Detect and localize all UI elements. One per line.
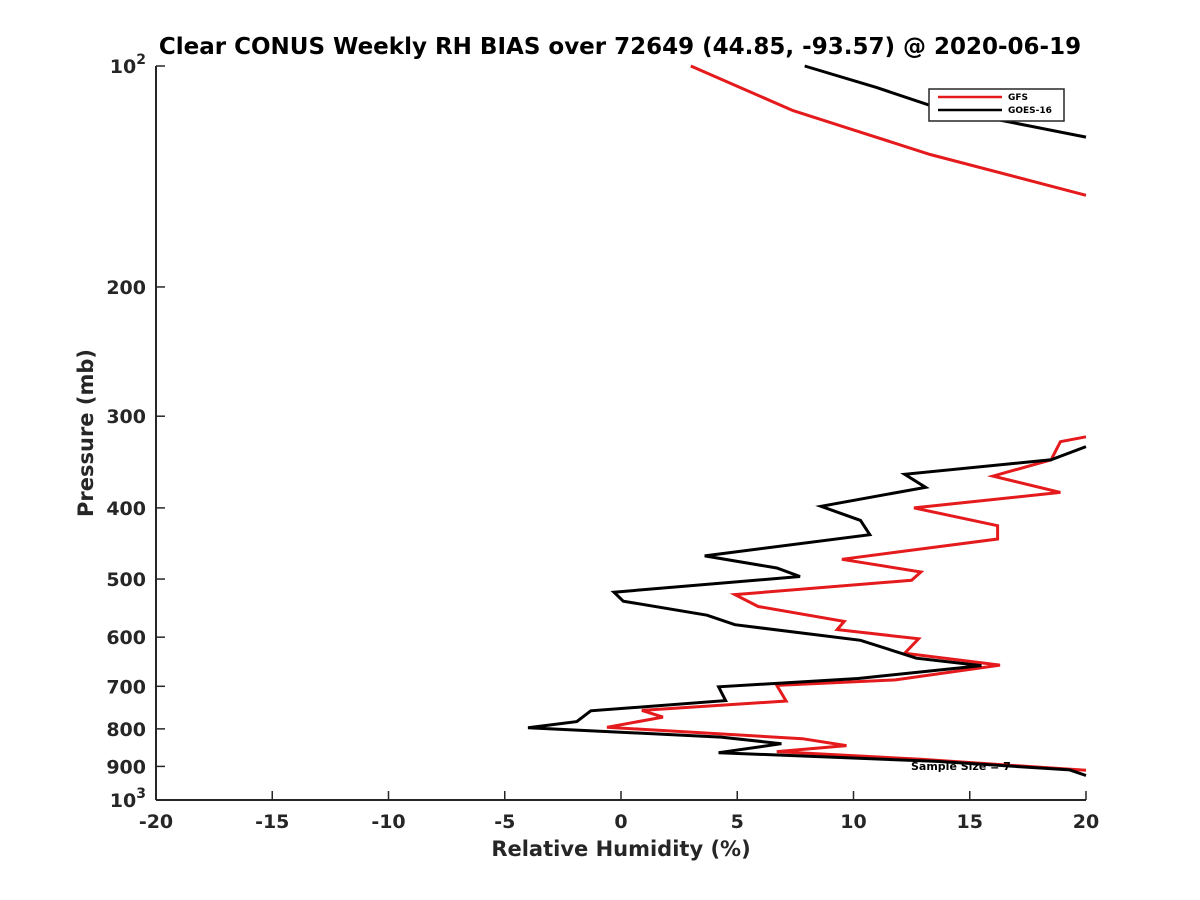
y-axis-label: Pressure (mb): [74, 349, 98, 517]
legend: GFS GOES-16: [928, 88, 1065, 122]
y-tick-label: 103: [110, 786, 146, 812]
series-line-gfs-segment-2: [606, 435, 1087, 772]
x-tick-label: 0: [614, 811, 627, 833]
legend-label-gfs: GFS: [1008, 93, 1028, 103]
y-tick-label: 700: [106, 676, 146, 698]
x-axis-label: Relative Humidity (%): [491, 837, 750, 861]
y-tick-label: 102: [110, 52, 146, 78]
y-tick-label: 500: [106, 569, 146, 591]
series-line-gfs-segment-1: [690, 64, 1087, 197]
x-tick-label: -20: [139, 811, 173, 833]
sample-size-annotation: Sample Size = 7: [911, 760, 1011, 773]
x-tick-label: -5: [494, 811, 515, 833]
y-tick-label: 800: [106, 719, 146, 741]
legend-label-goes-16: GOES-16: [1008, 106, 1052, 116]
y-tick-label: 300: [106, 406, 146, 428]
axes: -20 -15 -10 -5 0 5 10 15 20 102 200 300 400 500 600 700…: [106, 52, 1099, 833]
chart-title: Clear CONUS Weekly RH BIAS over 72649 (4…: [159, 34, 1081, 60]
series-line-goes-16-segment-1: [804, 64, 1087, 139]
legend-box: [928, 88, 1065, 122]
y-tick-label: 200: [106, 277, 146, 299]
x-tick-label: 20: [1073, 811, 1099, 833]
x-tick-label: 10: [840, 811, 866, 833]
y-tick-label: 400: [106, 498, 146, 520]
y-tick-label: 900: [106, 756, 146, 778]
x-tick-label: 15: [957, 811, 983, 833]
plot-area: [527, 64, 1087, 777]
series-line-goes-16-segment-2: [527, 445, 1087, 777]
x-tick-label: 5: [731, 811, 744, 833]
x-tick-label: -15: [255, 811, 289, 833]
y-tick-label: 600: [106, 627, 146, 649]
x-tick-label: -10: [371, 811, 405, 833]
